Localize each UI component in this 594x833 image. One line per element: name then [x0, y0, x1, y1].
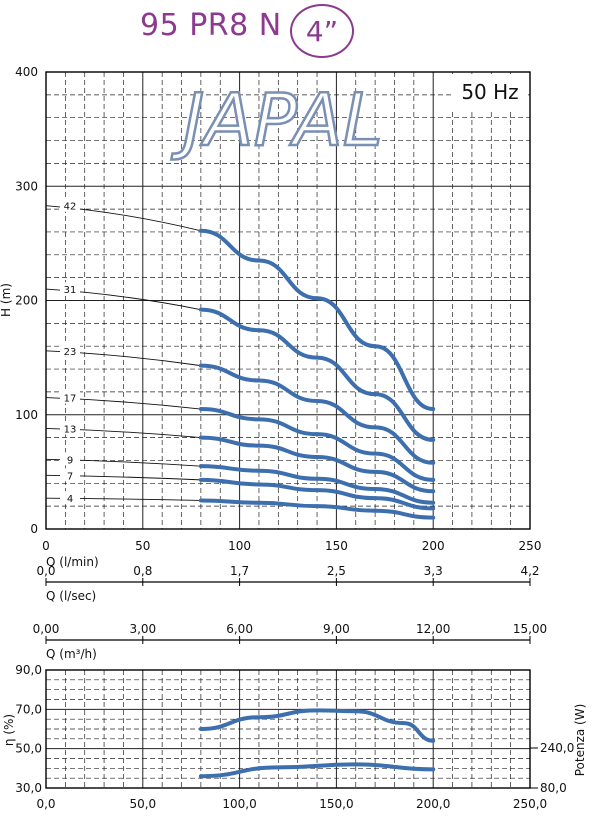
- head-curve-4: [198, 498, 436, 520]
- x-tick-label: 0: [42, 539, 50, 553]
- eff-y-axis-label: η (%): [2, 714, 16, 746]
- y-tick-label: 100: [15, 408, 38, 422]
- efficiency-plot-grid: [45, 669, 531, 789]
- head-curve-17: [198, 407, 436, 482]
- stage-label: 23: [64, 347, 77, 358]
- efficiency-plot-labels: 0,0 50,0 100,0 150,0 200,0 250,0 30,0 50,0 70,0 9…: [2, 663, 587, 811]
- stage-label: 31: [64, 285, 77, 296]
- head-curves: 42 31 23 17 13 9 7 4: [45, 198, 436, 520]
- stage-label-bg: [60, 421, 80, 435]
- eff-y-tick-label: 30,0: [15, 781, 42, 795]
- stage-label: 17: [64, 394, 77, 405]
- x-tick-label: 150: [325, 539, 348, 553]
- x-tick-label: 100: [228, 539, 251, 553]
- head-curve-13: [198, 435, 436, 494]
- stage-label: 7: [67, 471, 73, 482]
- stage-label-bg: [60, 452, 80, 466]
- stage-label: 4: [67, 494, 73, 505]
- brand-logo: JAPAL: [171, 78, 383, 162]
- eff-y-tick-label: 50,0: [15, 742, 42, 756]
- pump-model-title: 95 PR8 N: [140, 8, 282, 43]
- stage-label-bg: [60, 468, 80, 482]
- secondary-axes: 0,0 0,8 1,7 2,5 3,3 4,2 Q (l/sec) 0,00 3,00 6,00 9…: [33, 564, 548, 661]
- head-curve-23: [198, 363, 436, 465]
- stage-label-bg: [60, 282, 80, 296]
- eff-y-tick-label: 90,0: [15, 663, 42, 677]
- stage-label-bg: [60, 491, 80, 505]
- secondary-tick-label: 2,5: [327, 564, 346, 578]
- eff-x-tick-label: 150,0: [319, 797, 353, 811]
- power-axis-label: Potenza (W): [573, 704, 587, 777]
- stage-label: 9: [67, 455, 73, 466]
- secondary-tick-label: 6,00: [226, 622, 253, 636]
- y-tick-label: 400: [15, 65, 38, 79]
- secondary-axis-label: Q (m³/h): [46, 647, 97, 661]
- main-plot-grid: [45, 71, 531, 530]
- eff-x-tick-label: 250,0: [513, 797, 547, 811]
- eff-x-tick-label: 0,0: [36, 797, 55, 811]
- head-curve-31: [198, 307, 436, 442]
- secondary-tick-label: 15,00: [513, 622, 547, 636]
- eff-y-tick-label: 70,0: [15, 702, 42, 716]
- secondary-tick-label: 3,00: [129, 622, 156, 636]
- frequency-label: 50 Hz: [461, 80, 518, 104]
- power-tick-label: 240,0: [540, 741, 574, 755]
- stage-label: 13: [64, 424, 77, 435]
- stage-label-bg: [60, 343, 80, 357]
- secondary-tick-label: 0,8: [133, 564, 152, 578]
- eff-x-tick-label: 50,0: [129, 797, 156, 811]
- efficiency-curves: [198, 708, 436, 779]
- secondary-axis-label: Q (l/sec): [46, 589, 96, 603]
- efficiency-curve: [198, 708, 436, 743]
- secondary-tick-label: 0,0: [36, 564, 55, 578]
- secondary-tick-label: 0,00: [33, 622, 60, 636]
- pump-size-badge: 4”: [290, 4, 354, 58]
- secondary-tick-label: 12,00: [416, 622, 450, 636]
- eff-plot-frame: [45, 669, 531, 789]
- x-tick-label: 50: [135, 539, 150, 553]
- y-tick-label: 0: [30, 522, 38, 536]
- freq-label-bg: [452, 74, 528, 110]
- power-curve: [198, 762, 436, 779]
- x-axis-label: Q (l/min): [46, 555, 99, 569]
- stage-label: 42: [64, 202, 77, 213]
- secondary-tick-label: 1,7: [230, 564, 249, 578]
- eff-x-tick-label: 100,0: [222, 797, 256, 811]
- x-tick-label: 200: [422, 539, 445, 553]
- secondary-tick-label: 3,3: [424, 564, 443, 578]
- power-tick-label: 80,0: [540, 781, 567, 795]
- y-axis-label: H (m): [0, 283, 13, 317]
- stage-label-bg: [60, 198, 80, 212]
- eff-x-tick-label: 200,0: [416, 797, 450, 811]
- y-tick-label: 300: [15, 179, 38, 193]
- stage-label-bg: [60, 390, 80, 404]
- main-plot-labels: JAPAL 50 Hz 0 50 100 150 200 250 0 100 200 300 400 Q …: [0, 65, 541, 569]
- secondary-tick-label: 4,2: [520, 564, 539, 578]
- plot-frame: [45, 71, 531, 530]
- head-curve-7: [198, 477, 436, 511]
- head-curve-42: [198, 228, 436, 412]
- y-tick-label: 200: [15, 294, 38, 308]
- head-curve-9: [198, 464, 436, 505]
- secondary-tick-label: 9,00: [323, 622, 350, 636]
- x-tick-label: 250: [519, 539, 542, 553]
